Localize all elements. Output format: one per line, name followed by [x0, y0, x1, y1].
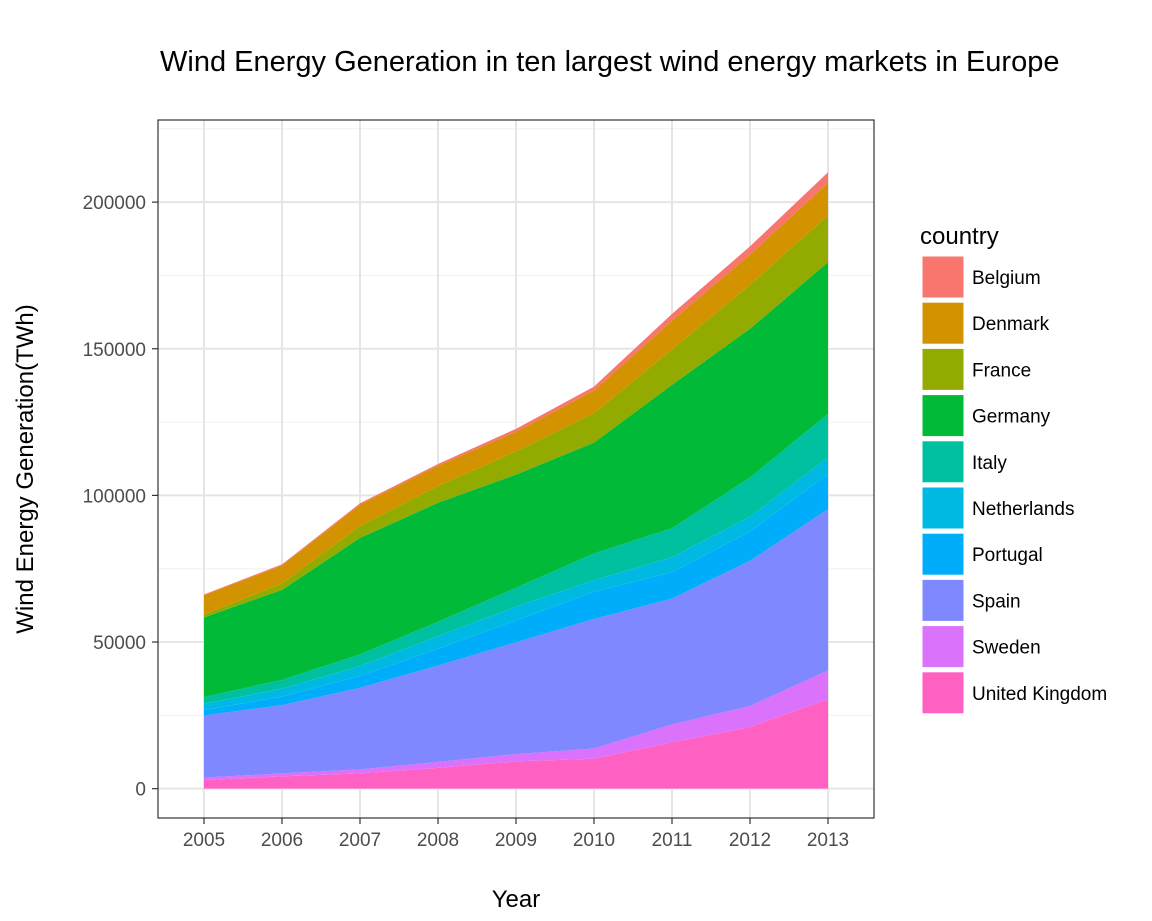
legend-label-germany: Germany: [972, 407, 1051, 428]
x-tick-label: 2011: [652, 830, 693, 851]
legend-key-spain: [921, 578, 965, 622]
legend-title: country: [920, 223, 999, 250]
legend-label-portugal: Portugal: [972, 545, 1043, 566]
legend: country Belgium Denmark France Germany Italy…: [920, 223, 1107, 715]
x-tick-label: 2005: [183, 830, 225, 851]
legend-label-spain: Spain: [972, 591, 1021, 612]
x-tick-label: 2007: [339, 830, 381, 851]
legend-key-united-kingdom: [921, 671, 965, 715]
x-axis-title: Year: [492, 886, 541, 913]
area-united-kingdom: [204, 699, 828, 789]
x-tick-label: 2008: [417, 830, 459, 851]
legend-key-germany: [921, 394, 965, 438]
area-germany: [204, 262, 828, 698]
legend-key-sweden: [921, 625, 965, 669]
x-axis: 2005 2006 2007 2008 2009 2010 2011 2012 2013: [183, 818, 849, 851]
x-tick-label: 2009: [495, 830, 537, 851]
stacked-areas: [204, 172, 828, 789]
legend-key-italy: [921, 440, 965, 484]
area-sweden: [204, 670, 828, 781]
legend-key-netherlands: [921, 486, 965, 530]
y-axis: 0 50000 100000 150000 200000: [83, 193, 158, 801]
legend-label-italy: Italy: [972, 453, 1007, 474]
x-tick-label: 2013: [807, 830, 849, 851]
y-tick-label: 150000: [83, 340, 146, 361]
legend-label-france: France: [972, 360, 1031, 381]
legend-label-sweden: Sweden: [972, 638, 1041, 659]
area-denmark: [204, 182, 828, 615]
legend-key-france: [921, 347, 965, 391]
y-axis-title: Wind Energy Generation(TWh): [12, 304, 39, 633]
y-tick-label: 200000: [83, 193, 146, 214]
legend-label-denmark: Denmark: [972, 314, 1050, 335]
y-tick-label: 100000: [83, 486, 146, 507]
legend-label-netherlands: Netherlands: [972, 499, 1074, 520]
y-tick-label: 50000: [93, 633, 146, 654]
y-tick-label: 0: [135, 780, 146, 801]
legend-label-belgium: Belgium: [972, 268, 1041, 289]
chart-title: Wind Energy Generation in ten largest wi…: [160, 46, 1059, 78]
x-tick-label: 2010: [573, 830, 615, 851]
legend-label-united-kingdom: United Kingdom: [972, 684, 1107, 705]
legend-key-denmark: [921, 301, 965, 345]
x-tick-label: 2006: [261, 830, 303, 851]
area-spain: [204, 509, 828, 778]
legend-items: Belgium Denmark France Germany Italy Netherla…: [921, 255, 1107, 715]
legend-key-portugal: [921, 532, 965, 576]
legend-key-belgium: [921, 255, 965, 299]
x-tick-label: 2012: [729, 830, 771, 851]
